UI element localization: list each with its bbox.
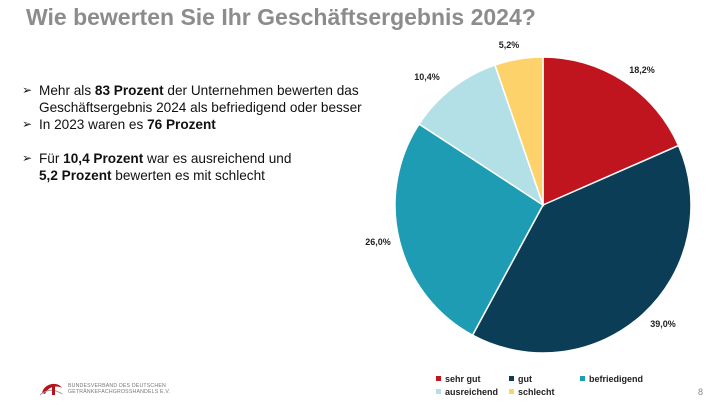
bullet-text: Für xyxy=(39,151,64,166)
association-logo: BUNDESVERBAND DES DEUTSCHEN GETRÄNKEFACH… xyxy=(38,380,170,398)
bullet-highlight: 83 Prozent xyxy=(94,83,164,98)
legend-swatch xyxy=(436,389,441,394)
legend-swatch xyxy=(509,389,514,394)
pie-slice-befriedigend xyxy=(394,123,544,337)
pie-slice-schlecht xyxy=(493,56,544,206)
legend-swatch xyxy=(580,376,585,381)
page-title: Wie bewerten Sie Ihr Geschäftsergebnis 2… xyxy=(26,4,536,30)
bullet-list: ➢ Mehr als 83 Prozent der Unternehmen be… xyxy=(22,82,402,184)
legend-label: ausreichend xyxy=(445,387,498,397)
bullet-highlight: 10,4 Prozent xyxy=(63,151,144,166)
legend-item-sehr-gut: sehr gut xyxy=(436,374,481,384)
bullet-item-3: ➢ Für 10,4 Prozent war es ausreichend un… xyxy=(22,150,402,184)
logo-text-line1: BUNDESVERBAND DES DEUTSCHEN xyxy=(68,383,166,389)
legend-item-gut: gut xyxy=(509,374,532,384)
slice-value-label: 26,0% xyxy=(365,237,391,247)
bullet-highlight: 5,2 Prozent xyxy=(39,168,112,183)
logo-icon xyxy=(39,383,63,396)
logo-text-line2: GETRÄNKEFACHGROSSHANDELS E.V. xyxy=(68,389,171,395)
bullet-item-2: ➢ In 2023 waren es 76 Prozent xyxy=(22,116,402,133)
legend-label: schlecht xyxy=(518,387,555,397)
bullet-text: der Unternehmen bewerten das Geschäftser… xyxy=(39,83,362,115)
legend-label: befriedigend xyxy=(589,374,643,384)
slice-value-label: 5,2% xyxy=(499,40,520,50)
legend-item-ausreichend: ausreichend xyxy=(436,387,498,397)
legend-swatch xyxy=(509,376,514,381)
pie-slice-sehr-gut xyxy=(542,56,680,207)
slice-value-label: 39,0% xyxy=(650,319,676,329)
arrow-bullet-icon: ➢ xyxy=(22,117,33,131)
bullet-highlight: 76 Prozent xyxy=(147,117,216,132)
bullet-text: In 2023 waren es xyxy=(39,117,148,132)
pie-slice-gut xyxy=(471,144,692,354)
slice-value-label: 18,2% xyxy=(629,65,655,75)
legend-item-befriedigend: befriedigend xyxy=(580,374,643,384)
bullet-item-1: ➢ Mehr als 83 Prozent der Unternehmen be… xyxy=(22,82,402,116)
bullet-text: Mehr als xyxy=(39,83,95,98)
legend-label: gut xyxy=(518,374,532,384)
pie-slice-ausreichend xyxy=(418,64,545,207)
arrow-bullet-icon: ➢ xyxy=(22,151,33,165)
page-number: 8 xyxy=(698,387,704,397)
legend-item-schlecht: schlecht xyxy=(509,387,555,397)
bullet-text: war es ausreichend und xyxy=(143,151,292,166)
arrow-bullet-icon: ➢ xyxy=(22,83,33,97)
bullet-text: bewerten es mit schlecht xyxy=(111,168,265,183)
slice-value-label: 10,4% xyxy=(414,72,440,82)
legend-label: sehr gut xyxy=(445,374,481,384)
legend-swatch xyxy=(436,376,441,381)
